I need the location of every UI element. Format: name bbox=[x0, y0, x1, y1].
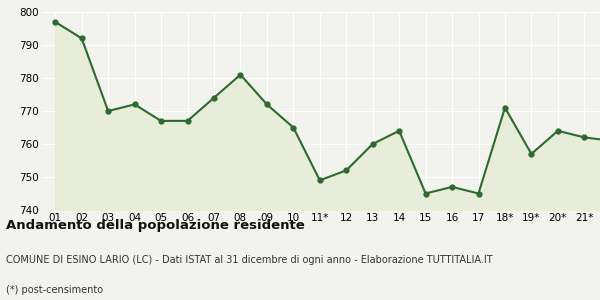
Text: (*) post-censimento: (*) post-censimento bbox=[6, 285, 103, 295]
Text: COMUNE DI ESINO LARIO (LC) - Dati ISTAT al 31 dicembre di ogni anno - Elaborazio: COMUNE DI ESINO LARIO (LC) - Dati ISTAT … bbox=[6, 255, 493, 265]
Text: Andamento della popolazione residente: Andamento della popolazione residente bbox=[6, 219, 305, 232]
